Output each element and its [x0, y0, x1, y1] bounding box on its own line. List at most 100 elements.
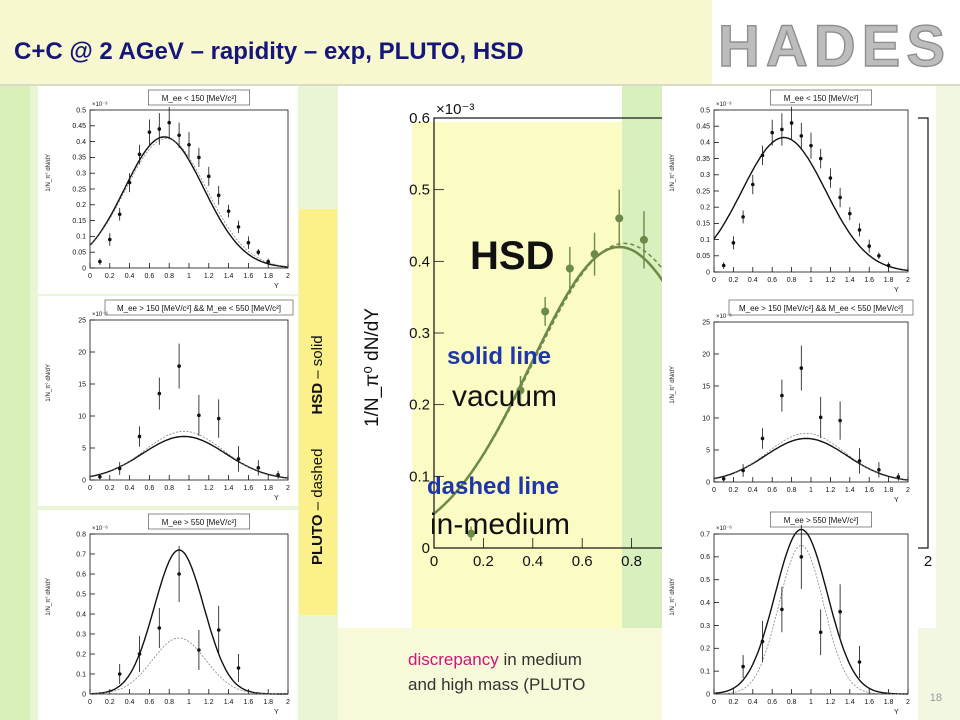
- vacuum-annotation: vacuum: [452, 380, 558, 413]
- left-top-ytick-label: 0.4: [76, 139, 86, 146]
- center-large-xtick-label: 0.8: [621, 553, 642, 570]
- right-bottom-xtick-label: 1.2: [826, 699, 836, 706]
- right-top-data-point: [809, 143, 813, 148]
- left-bottom-xtick-label: 1.8: [263, 699, 273, 706]
- left-bottom-xtick-label: 0: [88, 699, 92, 706]
- left-bottom-ytick-label: 0.3: [76, 631, 86, 638]
- right-top-data-point: [770, 130, 774, 135]
- left-bottom-ylabel: 1/N_π° dN/dY: [46, 578, 52, 616]
- right-mid-ytick-label: 20: [702, 351, 710, 358]
- left-top-data-point: [207, 174, 211, 179]
- center-large-data-point: [590, 250, 599, 259]
- right-bottom-xtick-label: 0.2: [729, 699, 739, 706]
- left-bottom-data-point: [137, 652, 142, 656]
- center-large-curve-dashed: [433, 242, 682, 514]
- right-bottom-data-point: [741, 664, 745, 669]
- left-top-data-point: [197, 155, 201, 160]
- discrepancy-note-line1: discrepancy in medium: [408, 650, 582, 670]
- title-bar: [0, 0, 712, 84]
- left-top-xtick-label: 0.4: [125, 273, 135, 280]
- right-mid-xtick-label: 1.4: [845, 487, 855, 494]
- left-top-xtick-label: 0.6: [145, 273, 155, 280]
- left-bottom-chart-layer: M_ee > 550 [MeV/c²] ×10⁻⁶ 0 0.1 0.2 0.3 0.4 0.5…: [46, 513, 290, 716]
- right-top-xtick-label: 1.4: [845, 277, 855, 284]
- center-chart-layer: ×10⁻³ 0 0.1 0.2 0.3 0.4 0.5 0.6 0 0.2 0.4 0.6 0.8 2 1/…: [362, 101, 932, 570]
- page-number: 18: [929, 692, 942, 704]
- left-bottom-data-point: [117, 672, 122, 676]
- center-green-overlap: [622, 86, 662, 628]
- right-top-xtick-label: 0: [712, 277, 716, 284]
- right-bottom-exponent: ×10⁻⁶: [716, 525, 732, 532]
- left-top-ytick-label: 0.5: [76, 107, 86, 114]
- left-mid-xtick-label: 2: [286, 485, 290, 492]
- right-top-xtick-label: 1.2: [826, 277, 836, 284]
- left-bottom-ytick-label: 0.8: [76, 531, 86, 538]
- left-mid-data-point: [197, 413, 201, 418]
- left-top-chart-layer: M_ee < 150 [MeV/c²] ×10⁻³ 0 0.05 0.1 0.15 0.2 0…: [46, 89, 290, 290]
- left-top-ytick-label: 0.15: [72, 218, 86, 225]
- right-top-data-point: [760, 153, 765, 158]
- right-bottom-xlabel: Y: [894, 709, 899, 716]
- left-top-xlabel: Y: [274, 283, 279, 290]
- center-large-ytick-label: 0.4: [409, 253, 430, 270]
- left-mid-ylabel: 1/N_π° dN/dY: [46, 364, 52, 402]
- yellow-highlight-band: [412, 122, 622, 628]
- left-top-ytick-label: 0: [82, 265, 86, 272]
- left-mid-xtick-label: 0.2: [105, 485, 115, 492]
- left-top-title: M_ee < 150 [MeV/c²]: [162, 94, 236, 103]
- left-top-ytick-label: 0.25: [72, 186, 86, 193]
- left-top-data-point: [157, 127, 162, 131]
- left-bottom-data-point: [177, 572, 181, 576]
- right-mid-ytick-label: 25: [702, 319, 710, 326]
- right-bottom-data-point: [818, 630, 823, 635]
- center-large-exponent: ×10⁻³: [436, 101, 474, 118]
- right-bottom-ytick-label: 0.5: [700, 577, 710, 584]
- right-top-data-point: [867, 244, 871, 248]
- center-large-xtick-label: 0.6: [572, 553, 593, 570]
- right-mid-chart-layer: M_ee > 150 [MeV/c²] && M_ee < 550 [MeV/c…: [670, 299, 914, 504]
- right-top-ytick-label: 0.05: [696, 253, 710, 260]
- hades-logo-mark: HADES: [716, 10, 956, 80]
- center-large-xtick-label: 2: [924, 553, 932, 570]
- right-top-data-point: [751, 182, 755, 187]
- right-mid-xtick-label: 1: [809, 487, 813, 494]
- left-top-data-point: [246, 240, 251, 245]
- left-top-curve-solid: [89, 136, 289, 268]
- left-top-xtick-label: 2: [286, 273, 290, 280]
- discrepancy-keyword: discrepancy: [408, 650, 499, 669]
- hades-logo-text: HADES: [718, 14, 951, 79]
- right-top-data-point: [828, 176, 833, 180]
- right-top-xtick-label: 1.6: [864, 277, 874, 284]
- right-mid-data-point: [799, 366, 804, 370]
- right-top-ytick-label: 0.2: [700, 205, 710, 212]
- right-top-data-point: [789, 121, 794, 125]
- center-large-xtick-label: 0.4: [522, 553, 543, 570]
- discrepancy-note-line2: and high mass (PLUTO: [408, 675, 586, 694]
- left-bottom-xtick-label: 0.4: [125, 699, 135, 706]
- right-top-data-point: [857, 228, 862, 232]
- discrepancy-rest: in medium: [498, 650, 582, 669]
- right-mid-ytick-label: 15: [702, 383, 710, 390]
- left-mid-xtick-label: 1.8: [263, 485, 273, 492]
- left-bottom-chart-background: [38, 510, 298, 720]
- right-bottom-ytick-label: 0: [706, 691, 710, 698]
- center-large-data-point: [541, 307, 550, 316]
- dashed-line-annotation: dashed line: [427, 473, 560, 500]
- left-bottom-title: M_ee > 550 [MeV/c²]: [162, 518, 236, 527]
- left-top-title-box: [148, 89, 251, 106]
- left-top-xtick-label: 0: [88, 273, 92, 280]
- right-mid-ytick-label: 5: [706, 447, 710, 454]
- left-bottom-data-point: [197, 648, 201, 652]
- left-top-ytick-label: 0.2: [76, 202, 86, 209]
- right-bottom-ytick-label: 0.1: [700, 668, 710, 675]
- left-mid-data-point: [256, 466, 261, 470]
- center-large-ytick-label: 0.6: [409, 110, 430, 127]
- right-mid-ytick-label: 10: [702, 415, 710, 422]
- left-bottom-ytick-label: 0.1: [76, 671, 86, 678]
- right-mid-data-point: [780, 393, 784, 398]
- center-large-ytick-label: 0.5: [409, 182, 430, 199]
- left-top-data-point: [226, 209, 231, 213]
- left-mid-data-point: [157, 391, 162, 396]
- left-top-data-point: [187, 142, 191, 147]
- style-legend-text: PLUTO – dashed HSD – solid: [309, 335, 326, 565]
